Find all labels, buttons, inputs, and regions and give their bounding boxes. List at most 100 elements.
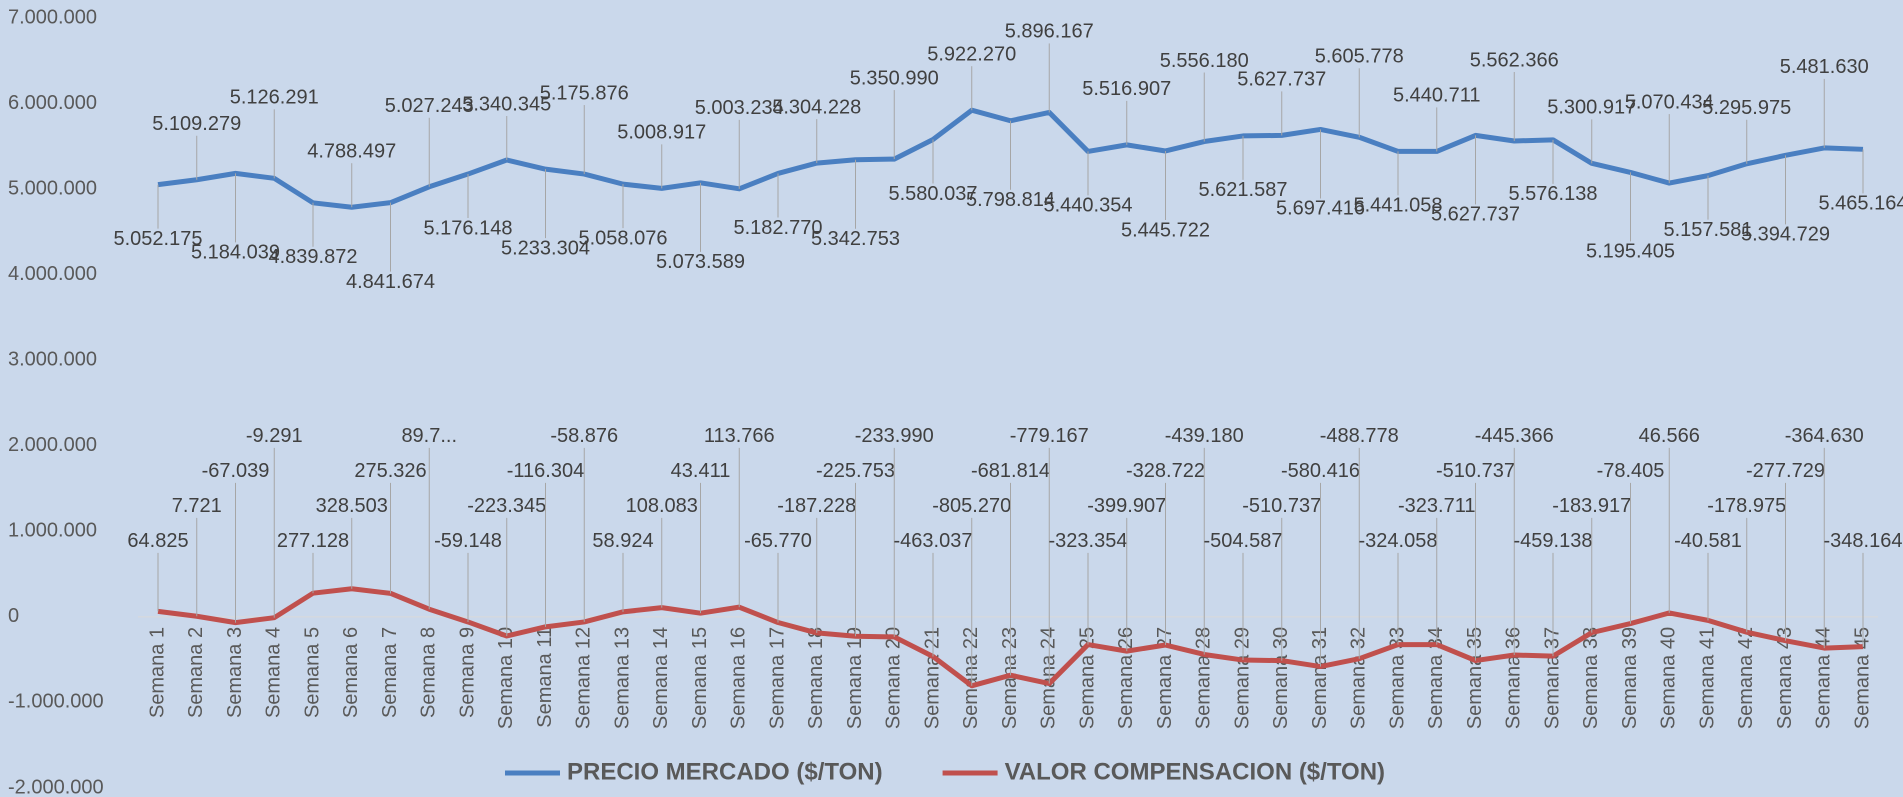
x-tick-label: Semana 13 [611,627,633,729]
x-tick-label: Semana 3 [224,627,246,718]
data-label: -488.778 [1320,425,1399,447]
legend-label: PRECIO MERCADO ($/TON) [567,758,883,785]
data-label: 5.441.058 [1354,195,1443,217]
data-label: 4.788.497 [307,140,396,162]
data-label: 5.027.243 [385,95,474,117]
x-tick-label: Semana 18 [805,627,827,729]
data-label: 5.342.753 [811,228,900,250]
data-label: 5.073.589 [656,251,745,273]
data-label: 5.003.234 [695,97,784,119]
x-tick-label: Semana 5 [301,627,323,718]
x-tick-label: Semana 17 [766,627,788,729]
x-tick-label: Semana 31 [1309,627,1331,729]
x-tick-label: Semana 26 [1115,627,1137,729]
data-label: -178.975 [1707,495,1786,517]
data-label: -463.037 [894,530,973,552]
y-tick-label: 1.000.000 [8,520,97,542]
x-tick-label: Semana 35 [1464,627,1486,729]
data-label: 5.126.291 [230,87,319,109]
data-label: -681.814 [971,460,1050,482]
data-label: 5.798.814 [966,189,1055,211]
data-label: 5.350.990 [850,67,939,89]
x-tick-label: Semana 19 [844,627,866,729]
data-label: 5.896.167 [1005,21,1094,43]
x-tick-label: Semana 28 [1193,627,1215,729]
y-tick-label: 3.000.000 [8,349,97,371]
x-tick-label: Semana 6 [340,627,362,718]
data-label: 5.058.076 [579,227,668,249]
data-label: -225.753 [816,460,895,482]
y-tick-label: 0 [8,605,19,627]
y-tick-label: 4.000.000 [8,263,97,285]
x-tick-label: Semana 29 [1231,627,1253,729]
data-label: -233.990 [855,425,934,447]
x-tick-label: Semana 16 [728,627,750,729]
x-tick-label: Semana 33 [1386,627,1408,729]
data-label: -9.291 [246,425,303,447]
x-tick-label: Semana 36 [1503,627,1525,729]
y-tick-label: 2.000.000 [8,434,97,456]
x-tick-label: Semana 21 [921,627,943,729]
data-label: -58.876 [550,425,618,447]
data-label: 5.008.917 [617,122,706,144]
data-label: 5.394.729 [1741,224,1830,246]
data-label: 43.411 [671,460,731,482]
data-label: 5.109.279 [152,113,241,135]
x-tick-label: Semana 14 [650,627,672,729]
data-label: 46.566 [1639,425,1700,447]
data-label: 113.766 [704,425,775,447]
x-tick-label: Semana 7 [379,627,401,718]
data-label: -78.405 [1597,460,1665,482]
data-label: -223.345 [467,495,546,517]
x-tick-label: Semana 1 [146,627,168,718]
data-label: 58.924 [592,530,653,552]
x-tick-label: Semana 40 [1658,627,1680,729]
x-tick-label: Semana 44 [1813,627,1835,729]
data-label: -187.228 [777,495,856,517]
y-tick-label: 6.000.000 [8,92,97,114]
x-tick-label: Semana 45 [1851,627,1873,729]
data-label: 5.697.416 [1276,198,1365,220]
data-label: 275.326 [354,460,426,482]
data-label: -580.416 [1281,460,1360,482]
data-label: -459.138 [1514,530,1593,552]
data-label: 5.516.907 [1082,78,1171,100]
x-tick-label: Semana 22 [960,627,982,729]
data-label: 5.195.405 [1586,241,1675,263]
data-label: -183.917 [1552,495,1631,517]
data-label: 5.922.270 [927,43,1016,65]
data-label: -277.729 [1746,460,1825,482]
data-label: 5.176.148 [424,217,513,239]
data-label: 5.175.876 [540,82,629,104]
y-tick-label: -2.000.000 [8,776,104,797]
data-label: 5.580.037 [889,183,978,205]
data-label: 5.627.737 [1431,204,1520,226]
data-label: -323.354 [1049,530,1128,552]
x-tick-label: Semana 23 [999,627,1021,729]
data-label: -59.148 [434,530,502,552]
data-label: -67.039 [202,460,270,482]
y-tick-label: -1.000.000 [8,691,104,713]
data-label: 5.627.737 [1237,69,1326,91]
data-label: -399.907 [1087,495,1166,517]
data-label: 5.481.630 [1780,56,1869,78]
data-label: 4.841.674 [346,271,435,293]
x-tick-label: Semana 32 [1348,627,1370,729]
data-label: 5.562.366 [1470,49,1559,71]
data-label: -324.058 [1359,530,1438,552]
data-label: 5.184.039 [191,242,280,264]
data-label: 5.576.138 [1509,183,1598,205]
data-label: -40.581 [1674,530,1742,552]
data-label: 5.233.304 [501,237,590,259]
data-label: 5.621.587 [1199,179,1288,201]
data-label: 5.556.180 [1160,50,1249,72]
x-tick-label: Semana 24 [1038,627,1060,729]
data-label: 5.182.770 [734,217,823,239]
data-label: -510.737 [1242,495,1321,517]
data-label: 5.295.975 [1702,97,1791,119]
x-tick-label: Semana 34 [1425,627,1447,729]
x-tick-label: Semana 37 [1541,627,1563,729]
x-tick-label: Semana 2 [185,627,207,718]
x-tick-label: Semana 20 [883,627,905,729]
